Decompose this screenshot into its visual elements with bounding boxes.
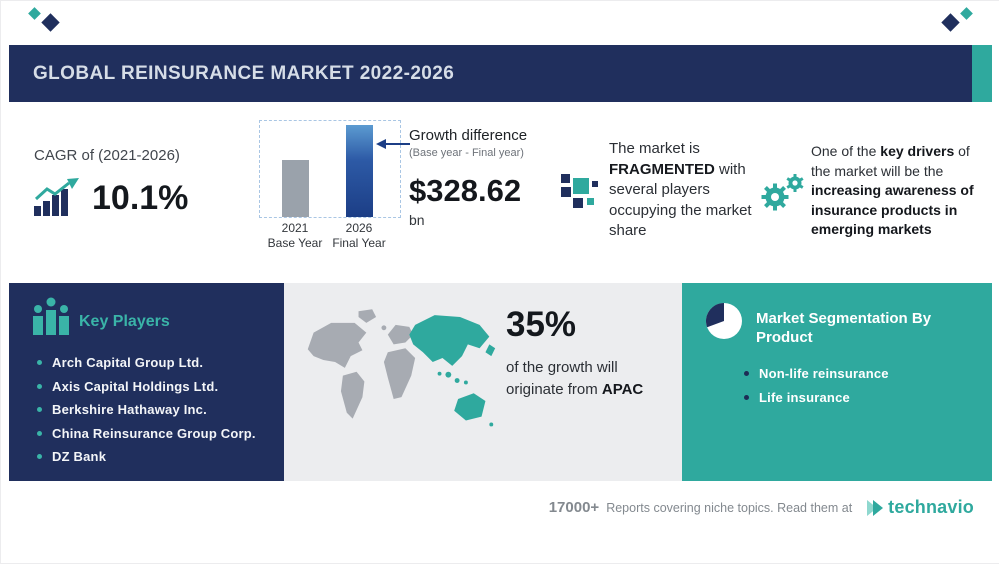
bar-caption-2021: Base Year (267, 236, 323, 250)
bullet-dot (37, 430, 42, 436)
segmentation-list: Non-life reinsurance Life insurance (744, 361, 889, 409)
bar-2026 (346, 125, 373, 217)
key-drivers-text: One of the key drivers of the market wil… (811, 142, 991, 240)
apac-region: APAC (601, 380, 644, 398)
pie-chart-icon (705, 303, 742, 339)
mini-bar-chart (259, 120, 401, 218)
drivers-bold-2: increasing awareness of insurance produc… (811, 182, 974, 238)
report-count: 17000+ (548, 499, 600, 516)
cagr-bars-arrow-icon (34, 178, 79, 216)
key-player-name: China Reinsurance Group Corp. (52, 425, 256, 441)
footer: 17000+ Reports covering niche topics. Re… (549, 497, 974, 518)
key-players-list: Arch Capital Group Ltd. Axis Capital Hol… (37, 351, 256, 469)
segmentation-title: Market Segmentation By Product (756, 310, 932, 346)
fragmented-post: with several players occupying the marke… (609, 160, 752, 240)
bar-2021 (282, 160, 309, 217)
growth-value: $328.62 (409, 173, 522, 208)
apac-growth-panel: 35% of the growth will originate from AP… (284, 283, 682, 481)
bullet-dot (37, 407, 42, 413)
cagr-value: 10.1% (92, 179, 189, 217)
segmentation-panel: Market Segmentation By Product Non-life … (682, 283, 992, 481)
list-item: Axis Capital Holdings Ltd. (37, 375, 256, 399)
list-item: Arch Capital Group Ltd. (37, 351, 256, 375)
bullet-dot (744, 394, 749, 400)
list-item: Non-life reinsurance (744, 361, 889, 385)
fragmented-bold: FRAGMENTED (609, 160, 715, 178)
pointer-arrow-icon (376, 139, 410, 149)
corner-diamond-teal-left (28, 7, 41, 20)
footer-text: Reports covering niche topics. Read them… (606, 500, 853, 515)
technavio-logo: technavio (866, 497, 974, 518)
drivers-pre: One of the (811, 143, 881, 159)
list-item: Life insurance (744, 385, 889, 409)
list-item: Berkshire Hathaway Inc. (37, 398, 256, 422)
technavio-wordmark: technavio (888, 497, 974, 517)
key-players-title: Key Players (79, 313, 170, 330)
apac-growth-percentage: 35% (506, 305, 577, 344)
cagr-block: CAGR of (2021-2026) 10.1% (34, 147, 188, 216)
page-title: GLOBAL REINSURANCE MARKET 2022-2026 (33, 62, 455, 84)
header-accent-block (972, 45, 992, 102)
corner-diamond-navy-right (941, 13, 960, 32)
header-bar: GLOBAL REINSURANCE MARKET 2022-2026 (9, 45, 992, 102)
key-player-name: Axis Capital Holdings Ltd. (52, 378, 219, 394)
drivers-bold-1: key drivers (880, 143, 955, 159)
growth-title: Growth difference (409, 127, 528, 144)
bar-year-2026: 2026 (345, 221, 373, 235)
bar-label-2021: 2021 Base Year (260, 221, 330, 251)
growth-subtitle: (Base year - Final year) (409, 147, 524, 159)
bar-year-2021: 2021 (281, 221, 309, 235)
growth-difference-block: Growth difference (Base year - Final yea… (409, 127, 569, 228)
bullet-dot (744, 370, 749, 376)
fragmented-text: The market is FRAGMENTED with several pl… (609, 139, 767, 242)
key-player-name: Berkshire Hathaway Inc. (52, 402, 207, 418)
fragmented-market-icon (561, 174, 598, 208)
gears-icon (761, 174, 804, 211)
drivers-mid: of the market will be the (811, 143, 970, 179)
bullet-dot (37, 454, 42, 460)
key-players-panel: Key Players Arch Capital Group Ltd. Axis… (9, 283, 284, 481)
list-item: DZ Bank (37, 445, 256, 469)
segment-name: Non-life reinsurance (759, 365, 889, 381)
fragmented-pre: The market is (609, 140, 700, 157)
bullet-dot (37, 383, 42, 389)
world-map (307, 309, 496, 427)
key-players-icon (33, 297, 69, 335)
apac-growth-text: of the growth will originate from APAC (506, 357, 651, 400)
bar-caption-2026: Final Year (332, 236, 386, 250)
cagr-label: CAGR of (2021-2026) (34, 147, 180, 164)
key-player-name: Arch Capital Group Ltd. (52, 355, 204, 371)
apac-pre: of the growth will originate from (506, 359, 618, 398)
list-item: China Reinsurance Group Corp. (37, 422, 256, 446)
segment-name: Life insurance (759, 389, 850, 405)
corner-diamond-teal-right (960, 7, 973, 20)
bar-label-2026: 2026 Final Year (324, 221, 394, 251)
growth-unit: bn (409, 212, 425, 228)
bullet-dot (37, 360, 42, 366)
key-player-name: DZ Bank (52, 449, 107, 465)
corner-diamond-navy-left (41, 13, 60, 32)
technavio-arrow-icon (867, 499, 884, 516)
